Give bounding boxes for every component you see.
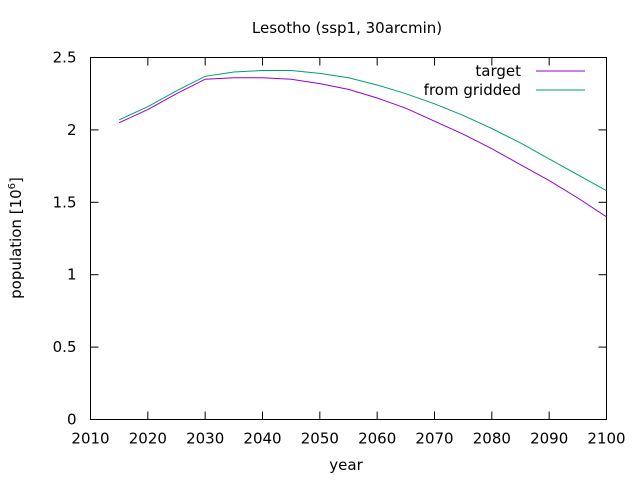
- x-axis-label: year: [329, 456, 363, 474]
- legend-label: target: [475, 62, 521, 80]
- x-tick-label: 2070: [415, 430, 453, 448]
- x-tick-label: 2050: [301, 430, 339, 448]
- y-tick-label: 0.5: [53, 338, 77, 356]
- x-tick-label: 2020: [129, 430, 167, 448]
- x-tick-label: 2080: [473, 430, 511, 448]
- y-tick-label: 0: [67, 411, 77, 429]
- chart-title: Lesotho (ssp1, 30arcmin): [252, 19, 442, 37]
- y-axis-label: population [106]: [7, 177, 25, 299]
- plot-frame: [90, 57, 607, 420]
- y-tick-label: 2.5: [53, 49, 77, 67]
- x-tick-label: 2010: [71, 430, 109, 448]
- y-axis-ticks: 0 0.5 1 1.5 2 2.5: [53, 49, 607, 429]
- x-axis-ticks: 2010 2020 2030 2040 2050 2060 2070 2080 2090 2100: [71, 57, 626, 448]
- y-tick-label: 1.5: [53, 193, 77, 211]
- series-layer: [118, 70, 607, 218]
- y-axis-label-exponent: 6: [7, 183, 18, 189]
- x-tick-label: 2100: [587, 430, 625, 448]
- y-tick-label: 1: [67, 266, 77, 284]
- series-line-target: [118, 77, 607, 218]
- x-tick-label: 2060: [358, 430, 396, 448]
- x-tick-label: 2030: [186, 430, 224, 448]
- legend-label: from gridded: [424, 81, 521, 99]
- y-tick-label: 2: [67, 121, 77, 139]
- series-line-from-gridded: [118, 70, 607, 192]
- y-axis-label-main: population [10: [7, 189, 25, 299]
- x-tick-label: 2040: [243, 430, 281, 448]
- x-tick-label: 2090: [530, 430, 568, 448]
- y-axis-label-close: ]: [7, 177, 25, 183]
